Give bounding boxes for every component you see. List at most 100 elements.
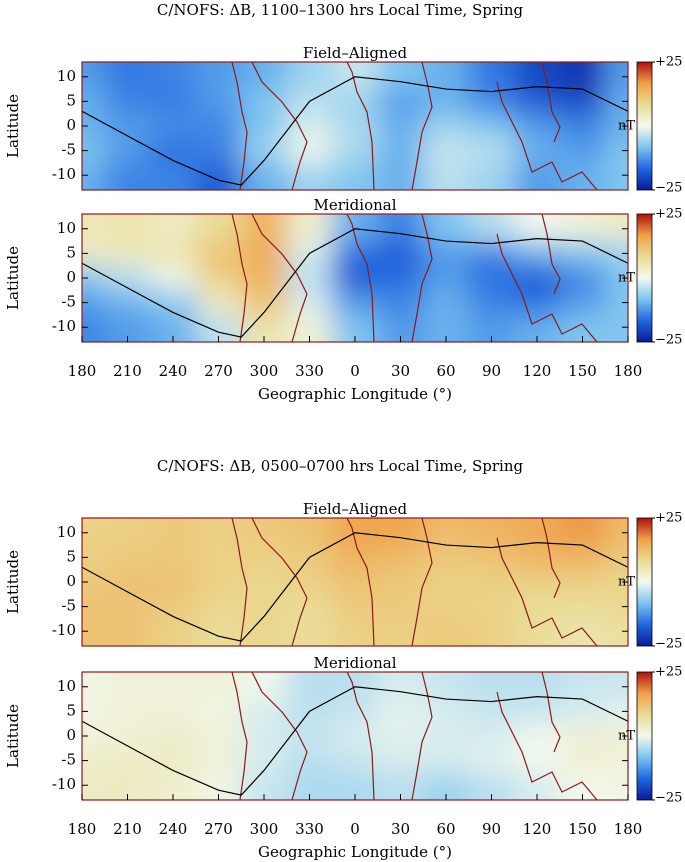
cell	[559, 290, 607, 316]
cell	[241, 672, 288, 701]
cell	[82, 545, 106, 571]
y-tick-label: 10	[57, 523, 76, 541]
cell	[377, 290, 425, 316]
x-tick-label: 240	[159, 362, 188, 380]
cell	[195, 672, 243, 701]
cell	[195, 518, 243, 547]
cell	[559, 89, 607, 115]
cell	[468, 162, 516, 190]
cell	[377, 672, 425, 701]
cell	[150, 699, 197, 725]
cell	[104, 545, 152, 571]
cell	[514, 162, 561, 190]
cell	[82, 772, 106, 800]
cell	[559, 162, 607, 190]
cell	[377, 545, 425, 571]
cell	[559, 265, 607, 292]
cell	[514, 699, 561, 725]
cell	[332, 138, 379, 164]
cell	[195, 138, 243, 164]
dip-equator	[82, 76, 628, 186]
cell	[195, 241, 243, 267]
cell	[514, 265, 561, 292]
panel-title: Field–Aligned	[303, 44, 408, 62]
cell	[241, 569, 288, 596]
cell	[423, 290, 470, 316]
x-axis-label: Geographic Longitude (°)	[258, 843, 452, 861]
cell	[150, 748, 197, 774]
cell	[332, 618, 379, 646]
dip-equator	[82, 686, 628, 796]
y-tick-label: 5	[66, 547, 76, 565]
cell	[195, 618, 243, 646]
cell	[195, 265, 243, 292]
cell	[468, 594, 516, 620]
cell	[377, 113, 425, 140]
cell	[605, 162, 628, 190]
y-tick-label: 0	[66, 726, 76, 744]
colorbar	[636, 671, 653, 801]
x-tick-label: 60	[436, 820, 455, 838]
cell	[514, 138, 561, 164]
cell	[605, 138, 628, 164]
cell	[377, 723, 425, 750]
cell	[514, 113, 561, 140]
dip-equator	[82, 228, 628, 338]
cell	[150, 545, 197, 571]
y-axis-label: Latitude	[4, 704, 22, 768]
cell	[377, 594, 425, 620]
y-tick-label: 10	[57, 67, 76, 85]
cell	[468, 290, 516, 316]
cell	[104, 618, 152, 646]
cell	[150, 672, 197, 701]
cell	[423, 62, 470, 91]
cell	[150, 214, 197, 243]
cell	[559, 518, 607, 547]
cell	[514, 290, 561, 316]
colorbar-label: nT	[618, 119, 635, 134]
y-tick-label: -5	[61, 141, 76, 159]
x-tick-label: 270	[204, 820, 233, 838]
cell	[332, 241, 379, 267]
cell	[241, 113, 288, 140]
cell	[104, 241, 152, 267]
cell	[195, 162, 243, 190]
cell	[559, 241, 607, 267]
cell	[241, 241, 288, 267]
colorbar	[636, 517, 653, 647]
cell	[241, 545, 288, 571]
x-tick-label: 210	[113, 362, 142, 380]
y-tick-label: 0	[66, 572, 76, 590]
x-tick-label: 180	[68, 820, 97, 838]
cell	[468, 569, 516, 596]
cell	[150, 518, 197, 547]
cell	[468, 138, 516, 164]
cell	[241, 699, 288, 725]
cell	[377, 569, 425, 596]
cell	[241, 265, 288, 292]
cell	[559, 699, 607, 725]
cell	[286, 290, 334, 316]
cell	[514, 748, 561, 774]
colorbar-tick-label: −25	[655, 181, 682, 196]
cell	[514, 618, 561, 646]
x-tick-label: 30	[391, 820, 410, 838]
cell	[377, 699, 425, 725]
cell	[332, 594, 379, 620]
cell	[150, 290, 197, 316]
cell	[82, 214, 106, 243]
colorbar	[636, 61, 653, 191]
cell	[241, 62, 288, 91]
cell	[514, 241, 561, 267]
cell	[605, 214, 628, 243]
colorbar-tick-label: +25	[655, 511, 682, 526]
colorbar-tick-label: +25	[655, 55, 682, 70]
x-tick-label: 180	[614, 362, 643, 380]
x-tick-label: 330	[295, 820, 324, 838]
cell	[82, 723, 106, 750]
cell	[195, 62, 243, 91]
cell	[605, 618, 628, 646]
cell	[82, 699, 106, 725]
cell	[82, 62, 106, 91]
